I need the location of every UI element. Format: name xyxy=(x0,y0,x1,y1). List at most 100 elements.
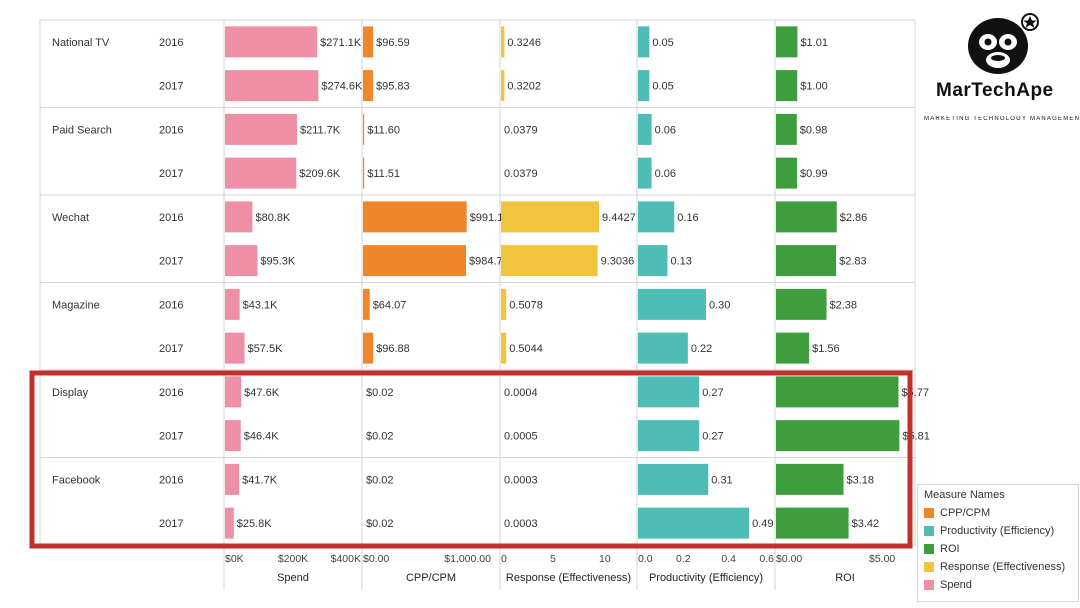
legend-label: CPP/CPM xyxy=(940,507,991,519)
channel-label: Paid Search xyxy=(52,124,112,136)
brand-logo xyxy=(920,8,1080,138)
cpp_cpm-bar xyxy=(363,113,365,145)
legend-item-spend: Spend xyxy=(924,577,972,593)
productivity-bar xyxy=(638,26,650,58)
spend-bar xyxy=(225,245,258,277)
productivity-bar xyxy=(638,113,652,145)
productivity-value-label: 0.06 xyxy=(655,124,676,136)
cpp_cpm-value-label: $984.76 xyxy=(469,256,509,268)
productivity-value-label: 0.27 xyxy=(702,431,723,443)
roi-value-label: $1.01 xyxy=(800,37,828,49)
productivity-value-label: 0.06 xyxy=(655,168,676,180)
productivity-bar xyxy=(638,507,750,539)
productivity-value-label: 0.16 xyxy=(677,212,698,224)
legend-swatch xyxy=(924,562,934,572)
spend-value-label: $211.7K xyxy=(300,124,341,136)
roi-bar xyxy=(776,507,849,539)
cpp_cpm-bar xyxy=(363,201,467,233)
productivity-bar xyxy=(638,201,675,233)
roi-value-label: $2.83 xyxy=(839,256,867,268)
spend-bar xyxy=(225,70,319,102)
roi-value-label: $0.98 xyxy=(800,124,828,136)
year-label: 2016 xyxy=(159,474,183,486)
cpp_cpm-value-label: $991.19 xyxy=(470,212,510,224)
cpp_cpm-bar xyxy=(363,26,374,58)
productivity-value-label: 0.30 xyxy=(709,299,730,311)
response-value-label: 0.3202 xyxy=(507,81,541,93)
spend-bar xyxy=(225,420,241,452)
year-label: 2016 xyxy=(159,124,183,136)
legend-item-response: Response (Effectiveness) xyxy=(924,559,1065,575)
legend-swatch xyxy=(924,526,934,536)
cpp_cpm-value-label: $0.02 xyxy=(366,387,394,399)
response-tick-label: 0 xyxy=(501,553,507,565)
productivity-bar xyxy=(638,245,668,277)
cpp_cpm-value-label: $0.02 xyxy=(366,518,394,530)
roi-bar xyxy=(776,463,844,495)
roi-bar xyxy=(776,70,798,102)
channel-label: Facebook xyxy=(52,474,101,486)
response-value-label: 0.0004 xyxy=(504,387,538,399)
response-axis-title: Response (Effectiveness) xyxy=(506,572,631,584)
productivity-tick-label: 0.0 xyxy=(638,553,653,565)
year-label: 2017 xyxy=(159,256,183,268)
productivity-value-label: 0.49 xyxy=(752,518,773,530)
productivity-bar xyxy=(638,70,650,102)
productivity-value-label: 0.22 xyxy=(691,343,712,355)
cpp_cpm-tick-label: $0.00 xyxy=(363,553,389,565)
year-label: 2017 xyxy=(159,81,183,93)
cpp_cpm-tick-label: $1,000.00 xyxy=(444,553,491,565)
legend-label: Productivity (Efficiency) xyxy=(940,525,1055,537)
spend-tick-label: $200K xyxy=(278,553,308,565)
legend-label: Spend xyxy=(940,579,972,591)
spend-bar xyxy=(225,157,297,189)
year-label: 2016 xyxy=(159,299,183,311)
roi-value-label: $3.18 xyxy=(847,474,875,486)
response-value-label: 0.5044 xyxy=(509,343,543,355)
cpp_cpm-value-label: $0.02 xyxy=(366,431,394,443)
response-value-label: 0.0005 xyxy=(504,431,538,443)
productivity-bar xyxy=(638,332,688,364)
roi-bar xyxy=(776,113,797,145)
spend-bar xyxy=(225,332,245,364)
spend-bar xyxy=(225,376,242,408)
response-value-label: 0.0379 xyxy=(504,168,538,180)
cpp_cpm-bar xyxy=(363,245,467,277)
roi-value-label: $5.81 xyxy=(902,431,930,443)
response-value-label: 9.4427 xyxy=(602,212,636,224)
response-value-label: 0.0003 xyxy=(504,518,538,530)
productivity-tick-label: 0.4 xyxy=(721,553,736,565)
legend-label: Response (Effectiveness) xyxy=(940,561,1066,573)
spend-bar xyxy=(225,463,240,495)
response-tick-label: 10 xyxy=(599,553,611,565)
productivity-tick-label: 0.6 xyxy=(759,553,774,565)
roi-value-label: $2.86 xyxy=(840,212,868,224)
response-value-label: 0.0003 xyxy=(504,474,538,486)
spend-tick-label: $0K xyxy=(225,553,244,565)
legend-title: Measure Names xyxy=(924,489,1005,501)
spend-value-label: $43.1K xyxy=(243,299,279,311)
legend: Measure Names CPP/CPM Productivity (Effi… xyxy=(917,484,1079,602)
legend-item-roi: ROI xyxy=(924,541,960,557)
highlight-box xyxy=(29,370,913,549)
year-label: 2017 xyxy=(159,518,183,530)
channel-label: Display xyxy=(52,387,89,399)
spend-bar xyxy=(225,201,253,233)
spend-value-label: $46.4K xyxy=(244,431,280,443)
roi-bar xyxy=(776,420,900,452)
roi-bar xyxy=(776,376,899,408)
spend-bar xyxy=(225,26,318,58)
roi-value-label: $0.99 xyxy=(800,168,828,180)
response-bar xyxy=(501,245,598,277)
spend-value-label: $57.5K xyxy=(248,343,284,355)
productivity-value-label: 0.13 xyxy=(670,256,691,268)
spend-bar xyxy=(225,288,240,320)
legend-item-productivity: Productivity (Efficiency) xyxy=(924,523,1054,539)
legend-swatch xyxy=(924,580,934,590)
productivity-bar xyxy=(638,157,652,189)
brand-name: MarTechApe xyxy=(936,80,1054,101)
productivity-bar xyxy=(638,420,700,452)
cpp_cpm-bar xyxy=(363,288,370,320)
spend-bar xyxy=(225,507,234,539)
